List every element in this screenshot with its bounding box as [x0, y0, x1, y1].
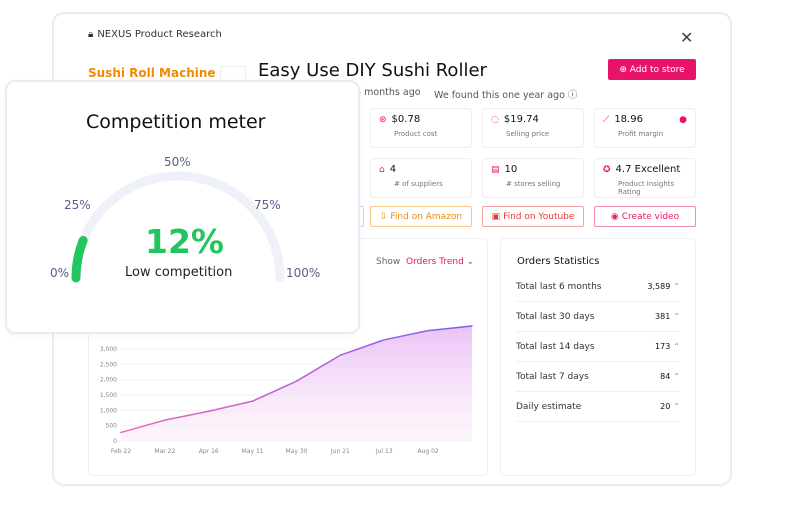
x-tick-label: May 11 [242, 448, 264, 455]
tick-75: 75% [254, 198, 281, 212]
find-on-amazon-button[interactable]: ⇩ Find on Amazon [370, 206, 472, 227]
x-tick-label: May 30 [286, 448, 308, 455]
create-video-button[interactable]: ◉ Create video [594, 206, 696, 227]
data-point [339, 354, 342, 356]
data-point [251, 400, 254, 402]
product-image: Sushi Roll Machine [88, 66, 216, 80]
store-icon: ▤ [491, 164, 500, 175]
meter-title: Competition meter [86, 111, 266, 133]
meter-value: 12% [145, 222, 224, 261]
meter-status: Low competition [125, 265, 233, 280]
close-button[interactable]: ✕ [680, 28, 694, 47]
tick-25: 25% [64, 198, 91, 212]
tag-icon: ⊛ [379, 114, 387, 125]
trend-icon: ⟋ [603, 114, 610, 125]
brand: 🔒︎ NEXUS Product Research [88, 29, 222, 40]
x-tick-label: Aug 02 [417, 448, 438, 455]
orders-stat-row: Total last 7 days 84 ⌃ [516, 362, 680, 392]
award-icon: ✪ [603, 164, 611, 175]
orders-stat-row: Total last 30 days 381 ⌃ [516, 302, 680, 332]
data-point [471, 325, 473, 327]
gauge-value-arc [71, 235, 88, 283]
data-point [207, 410, 210, 413]
gauge-track [71, 171, 285, 283]
add-to-store-button[interactable]: ⊕ Add to store [608, 59, 696, 80]
y-tick-label: 1,500 [100, 392, 117, 399]
data-point [295, 380, 298, 382]
up-arrow-icon: ⌃ [673, 372, 680, 381]
tick-0: 0% [50, 266, 70, 280]
drop-icon: ● [679, 114, 687, 125]
tick-50: 50% [164, 155, 191, 169]
stat-card: ◌ $19.74 Selling price [482, 108, 584, 148]
orders-stat-row: Total last 6 months 3,589 ⌃ [516, 272, 680, 302]
data-point [120, 431, 122, 434]
up-arrow-icon: ⌃ [673, 282, 680, 291]
y-tick-label: 3,000 [100, 346, 117, 353]
up-arrow-icon: ⌃ [673, 312, 680, 321]
y-tick-label: 500 [106, 423, 118, 430]
orders-statistics-panel [500, 238, 696, 476]
x-tick-label: Mar 22 [154, 448, 175, 455]
data-point [383, 339, 386, 341]
x-tick-label: Jul 13 [375, 448, 393, 455]
y-tick-label: 2,500 [100, 361, 117, 368]
gauge [71, 171, 285, 283]
orders-stat-row: Total last 14 days 173 ⌃ [516, 332, 680, 362]
orders-trend-chart: 0 500 1,000 1,500 2,000 2,500 3,000 Feb 22 Mar 2… [100, 325, 473, 455]
data-point [427, 329, 429, 332]
data-point [164, 419, 166, 421]
y-tick-label: 2,000 [100, 377, 117, 384]
bag-icon: 🔒︎ [88, 29, 94, 40]
orders-statistics-title: Orders Statistics [517, 256, 600, 267]
stat-card: ▤ 10 # stores selling [482, 158, 584, 198]
area-fill [121, 326, 472, 441]
warehouse-icon: ⌂ [379, 164, 385, 175]
stat-card: ⊛ $0.78 Product cost [370, 108, 472, 148]
y-tick-label: 1,000 [100, 407, 117, 414]
find-on-youtube-button[interactable]: ▣ Find on Youtube [482, 206, 584, 227]
stat-card: ✪ 4.7 Excellent Product Insights Rating [594, 158, 696, 198]
orders-stat-row: Daily estimate 20 ⌃ [516, 392, 680, 422]
competition-meter-card [5, 80, 360, 334]
y-tick-label: 0 [113, 438, 117, 445]
up-arrow-icon: ⌃ [673, 342, 680, 351]
price-tag-icon: ◌ [491, 114, 499, 125]
tick-100: 100% [286, 266, 321, 280]
product-title: Easy Use DIY Sushi Roller [258, 60, 487, 81]
added-date: 4 months ago [355, 87, 421, 98]
found-date: We found this one year ago ⓘ [434, 90, 578, 101]
stat-card: ⌂ 4 # of suppliers [370, 158, 472, 198]
x-tick-label: Feb 22 [111, 448, 131, 455]
x-tick-label: Apr 16 [199, 448, 219, 455]
stat-card: ⟋ 18.96 ● Profit margin [594, 108, 696, 148]
x-tick-label: Jun 21 [330, 448, 350, 455]
trend-selector[interactable]: Show Orders Trend ⌄ [376, 257, 475, 267]
up-arrow-icon: ⌃ [673, 402, 680, 411]
